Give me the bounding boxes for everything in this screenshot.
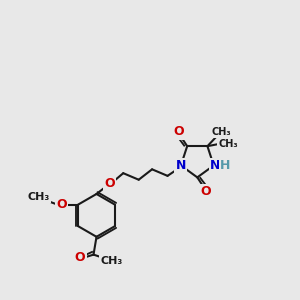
Text: H: H: [220, 159, 230, 172]
Text: O: O: [200, 185, 211, 198]
Text: N: N: [176, 159, 186, 172]
Text: O: O: [75, 251, 86, 264]
Text: O: O: [173, 125, 184, 138]
Text: CH₃: CH₃: [211, 127, 231, 137]
Text: CH₃: CH₃: [27, 192, 50, 202]
Text: CH₃: CH₃: [218, 139, 238, 149]
Text: CH₃: CH₃: [100, 256, 122, 266]
Text: O: O: [56, 198, 67, 211]
Text: N: N: [210, 159, 220, 172]
Text: O: O: [105, 177, 115, 190]
